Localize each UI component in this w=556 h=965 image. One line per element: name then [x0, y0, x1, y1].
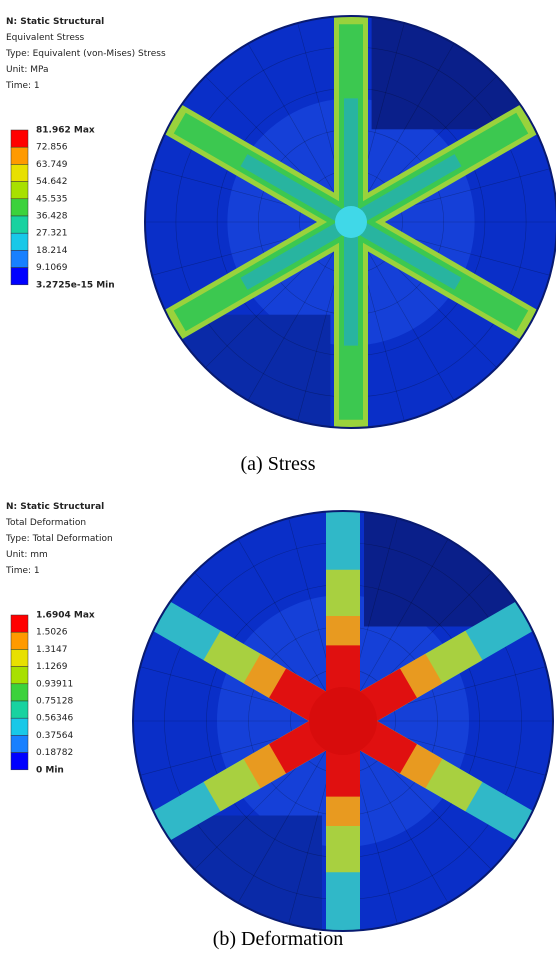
figure: N: Static Structural Equivalent Stress Typ… [0, 0, 556, 965]
header-line: Total Deformation [5, 518, 86, 528]
legend-swatch [11, 268, 28, 285]
header-line: Unit: mm [6, 550, 48, 560]
legend-label: 81.962 Max [36, 126, 95, 136]
legend-swatch [11, 649, 28, 666]
dark-region [133, 816, 322, 942]
legend-label: 54.642 [36, 177, 68, 187]
header-line: N: Static Structural [6, 17, 104, 27]
legend-label: 0.18782 [36, 748, 73, 758]
legend-swatch [11, 164, 28, 181]
legend-swatch [11, 684, 28, 701]
header-line: Time: 1 [5, 566, 40, 576]
legend-label: 1.5026 [36, 628, 68, 638]
legend-label: 1.3147 [36, 645, 68, 655]
legend-swatch [11, 753, 28, 770]
legend-swatch [11, 735, 28, 752]
legend-label: 1.6904 Max [36, 611, 95, 621]
legend-label: 1.1269 [36, 662, 68, 672]
legend-swatch [11, 147, 28, 164]
legend-label: 9.1069 [36, 263, 68, 273]
model [133, 511, 556, 942]
legend-swatch [11, 667, 28, 684]
model [145, 16, 556, 438]
header-line: Type: Equivalent (von-Mises) Stress [5, 49, 166, 59]
legend-label: 0.93911 [36, 679, 73, 689]
legend-label: 45.535 [36, 194, 68, 204]
header-line: Equivalent Stress [6, 33, 85, 43]
legend-swatch [11, 199, 28, 216]
header-line: Time: 1 [5, 81, 40, 91]
caption: (a) Stress [241, 453, 316, 475]
hub [335, 206, 367, 238]
legend-label: 3.2725e-15 Min [36, 280, 115, 290]
legend-swatch [11, 130, 28, 147]
hub [309, 687, 377, 755]
caption: (b) Deformation [213, 928, 344, 950]
legend-label: 0.37564 [36, 731, 73, 741]
legend-label: 0 Min [36, 765, 64, 775]
dark-region [372, 16, 556, 129]
legend-label: 0.75128 [36, 697, 73, 707]
legend-swatch [11, 615, 28, 632]
header-line: Unit: MPa [6, 65, 49, 75]
legend-label: 63.749 [36, 160, 68, 170]
legend-swatch [11, 701, 28, 718]
legend-label: 0.56346 [36, 714, 73, 724]
legend-swatch [11, 250, 28, 267]
header-line: N: Static Structural [6, 502, 104, 512]
header-line: Type: Total Deformation [5, 534, 113, 544]
legend-swatch [11, 233, 28, 250]
legend-swatch [11, 216, 28, 233]
legend-label: 36.428 [36, 212, 68, 222]
legend-label: 18.214 [36, 246, 68, 256]
legend-swatch [11, 182, 28, 199]
dark-region [145, 315, 330, 439]
legend-label: 72.856 [36, 143, 68, 153]
legend-swatch [11, 632, 28, 649]
dark-region [364, 511, 556, 627]
legend-swatch [11, 718, 28, 735]
legend-label: 27.321 [36, 229, 68, 239]
